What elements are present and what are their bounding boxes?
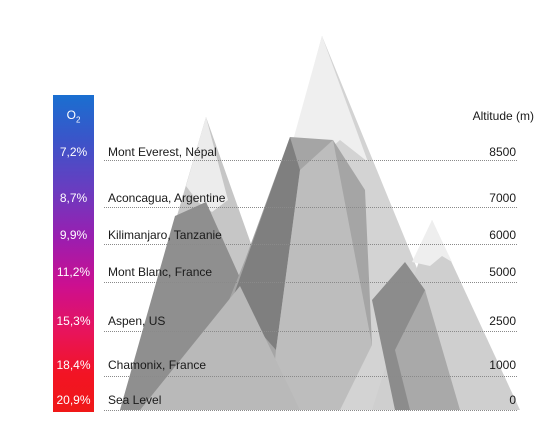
mountain-snow-left <box>186 117 228 212</box>
altitude-value: 7000 <box>489 191 516 205</box>
altitude-header: Altitude (m) <box>472 109 534 123</box>
mountain-snow-right <box>412 220 452 266</box>
place-label: Aconcagua, Argentine <box>108 191 226 205</box>
o2-value: 11,2% <box>56 265 91 279</box>
altitude-value: 8500 <box>489 145 516 159</box>
oxygen-gradient-bar <box>53 95 94 412</box>
place-label: Mont Blanc, France <box>108 265 213 279</box>
mountain-snow-everest <box>287 36 368 165</box>
mountain-mid-right <box>395 290 460 410</box>
row-divider <box>104 331 517 332</box>
row-divider <box>104 282 517 283</box>
row-divider <box>104 410 517 411</box>
altitude-value: 5000 <box>489 265 516 279</box>
altitude-value: 1000 <box>489 358 516 372</box>
row-divider <box>104 244 517 245</box>
row-divider <box>104 207 517 208</box>
o2-value: 18,4% <box>56 358 91 372</box>
o2-value: 8,7% <box>59 191 88 205</box>
o2-value: 20,9% <box>56 393 91 407</box>
row-divider <box>104 160 517 161</box>
place-label: Chamonix, France <box>108 358 207 372</box>
place-label: Kilimanjaro, Tanzanie <box>108 228 222 242</box>
o2-value: 9,9% <box>59 228 88 242</box>
place-label: Aspen, US <box>108 314 166 328</box>
altitude-value: 2500 <box>489 314 516 328</box>
o2-value: 7,2% <box>59 145 88 159</box>
place-label: Sea Level <box>108 393 162 407</box>
o2-header: O2 <box>66 108 81 125</box>
mountain-dark-center <box>232 137 300 350</box>
o2-value: 15,3% <box>56 314 91 328</box>
altitude-value: 6000 <box>489 228 516 242</box>
place-label: Mont Everest, Népal <box>108 145 217 159</box>
mountain-foreground <box>140 286 300 410</box>
row-divider <box>104 376 517 377</box>
altitude-value: 0 <box>509 393 516 407</box>
